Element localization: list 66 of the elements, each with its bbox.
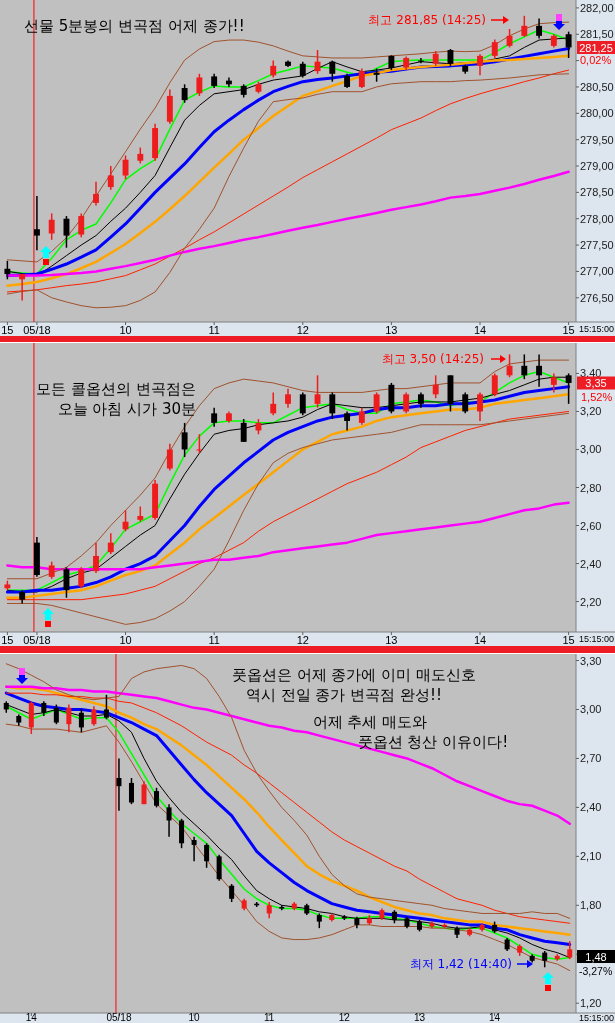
y-tick-label: 277,50 [580, 239, 614, 252]
y-tick-label: 279,00 [580, 160, 614, 173]
text: 281,25 [579, 41, 613, 54]
x-tick-label: 12 [296, 324, 309, 336]
y-tick-label: 280,50 [580, 80, 614, 93]
y-tick-label: 3,30 [580, 654, 602, 667]
y-tick-label: 2,20 [580, 595, 602, 608]
x-tick-label: 15 [1, 324, 14, 336]
y-tick-label: 2,80 [580, 481, 602, 494]
x-tick-label: 10 [188, 1012, 201, 1023]
x-tick-label: 11 [264, 1012, 275, 1023]
x-tick-label: 13 [385, 634, 398, 646]
x-tick-label: 05/18 [23, 324, 51, 336]
x-tick-label: 11 [208, 324, 220, 336]
text: 1,52% [581, 391, 613, 403]
x-tick-label: 10 [119, 634, 132, 646]
x-tick-label: 15 [562, 634, 575, 646]
text: -3,27% [579, 965, 613, 977]
x-tick-label: 10 [119, 324, 132, 336]
y-tick-label: 2,10 [580, 850, 602, 863]
y-tick-label: 278,00 [580, 212, 614, 225]
y-tick-label: 279,50 [580, 133, 614, 146]
y-tick-label: 282,00 [580, 1, 614, 14]
annotation: 최고 3,50 (14:25) [381, 352, 484, 366]
y-tick-label: 1,80 [580, 899, 602, 912]
y-tick-label: 2,70 [580, 752, 602, 765]
y-tick-label: 278,50 [580, 186, 614, 199]
text: 0,02% [580, 54, 612, 66]
y-tick-label: 1,20 [580, 997, 602, 1010]
x-tick-label: 05/18 [23, 634, 51, 646]
text: 15:15:00 [579, 324, 615, 334]
x-tick-label: 14 [489, 1012, 501, 1023]
y-tick-label: 3,20 [580, 405, 602, 418]
text: 3,35 [585, 377, 607, 389]
y-tick-label: 280,00 [580, 107, 614, 120]
y-tick-label: 2,60 [580, 519, 602, 532]
annotation: 어제 추세 매도와 [312, 713, 428, 731]
annotation: 최고 281,85 (14:25) [368, 13, 486, 27]
y-tick-label: 277,00 [580, 265, 614, 278]
x-tick-label: 11 [208, 634, 220, 646]
x-tick-label: 15 [562, 324, 575, 336]
x-tick-label: 12 [338, 1012, 351, 1023]
y-tick-label: 3,40 [580, 367, 602, 380]
x-tick-label: 14 [25, 1012, 38, 1023]
annotation: 풋옵션 청산 이유이다! [357, 733, 509, 751]
y-tick-label: 3,00 [580, 703, 602, 716]
annotation: 모든 콜옵션의 변곡점은 [36, 380, 196, 398]
annotation: 풋옵션은 어제 종가에 이미 매도신호 [231, 666, 477, 684]
x-tick-label: 13 [385, 324, 398, 336]
annotation: 최저 1,42 (14:40) [409, 957, 512, 971]
text: 15:15:00 [579, 1013, 615, 1023]
annotation: 역시 전일 종가 변곡점 완성!! [245, 686, 443, 704]
annotation: 오늘 아침 시가 30분 [57, 400, 196, 418]
x-tick-label: 14 [473, 634, 487, 646]
x-tick-label: 14 [473, 324, 487, 336]
text: 1,48 [585, 950, 607, 963]
x-tick-label: 15 [1, 634, 14, 646]
y-tick-label: 281,50 [580, 28, 614, 41]
y-tick-label: 2,40 [580, 801, 602, 814]
x-tick-label: 13 [413, 1012, 426, 1023]
text: 15:15:00 [579, 634, 615, 644]
y-tick-label: 276,50 [580, 291, 614, 304]
y-tick-label: 2,40 [580, 557, 602, 570]
y-tick-label: 3,00 [580, 443, 602, 456]
x-tick-label: 12 [296, 634, 309, 646]
x-tick-label: 05/18 [106, 1012, 132, 1023]
